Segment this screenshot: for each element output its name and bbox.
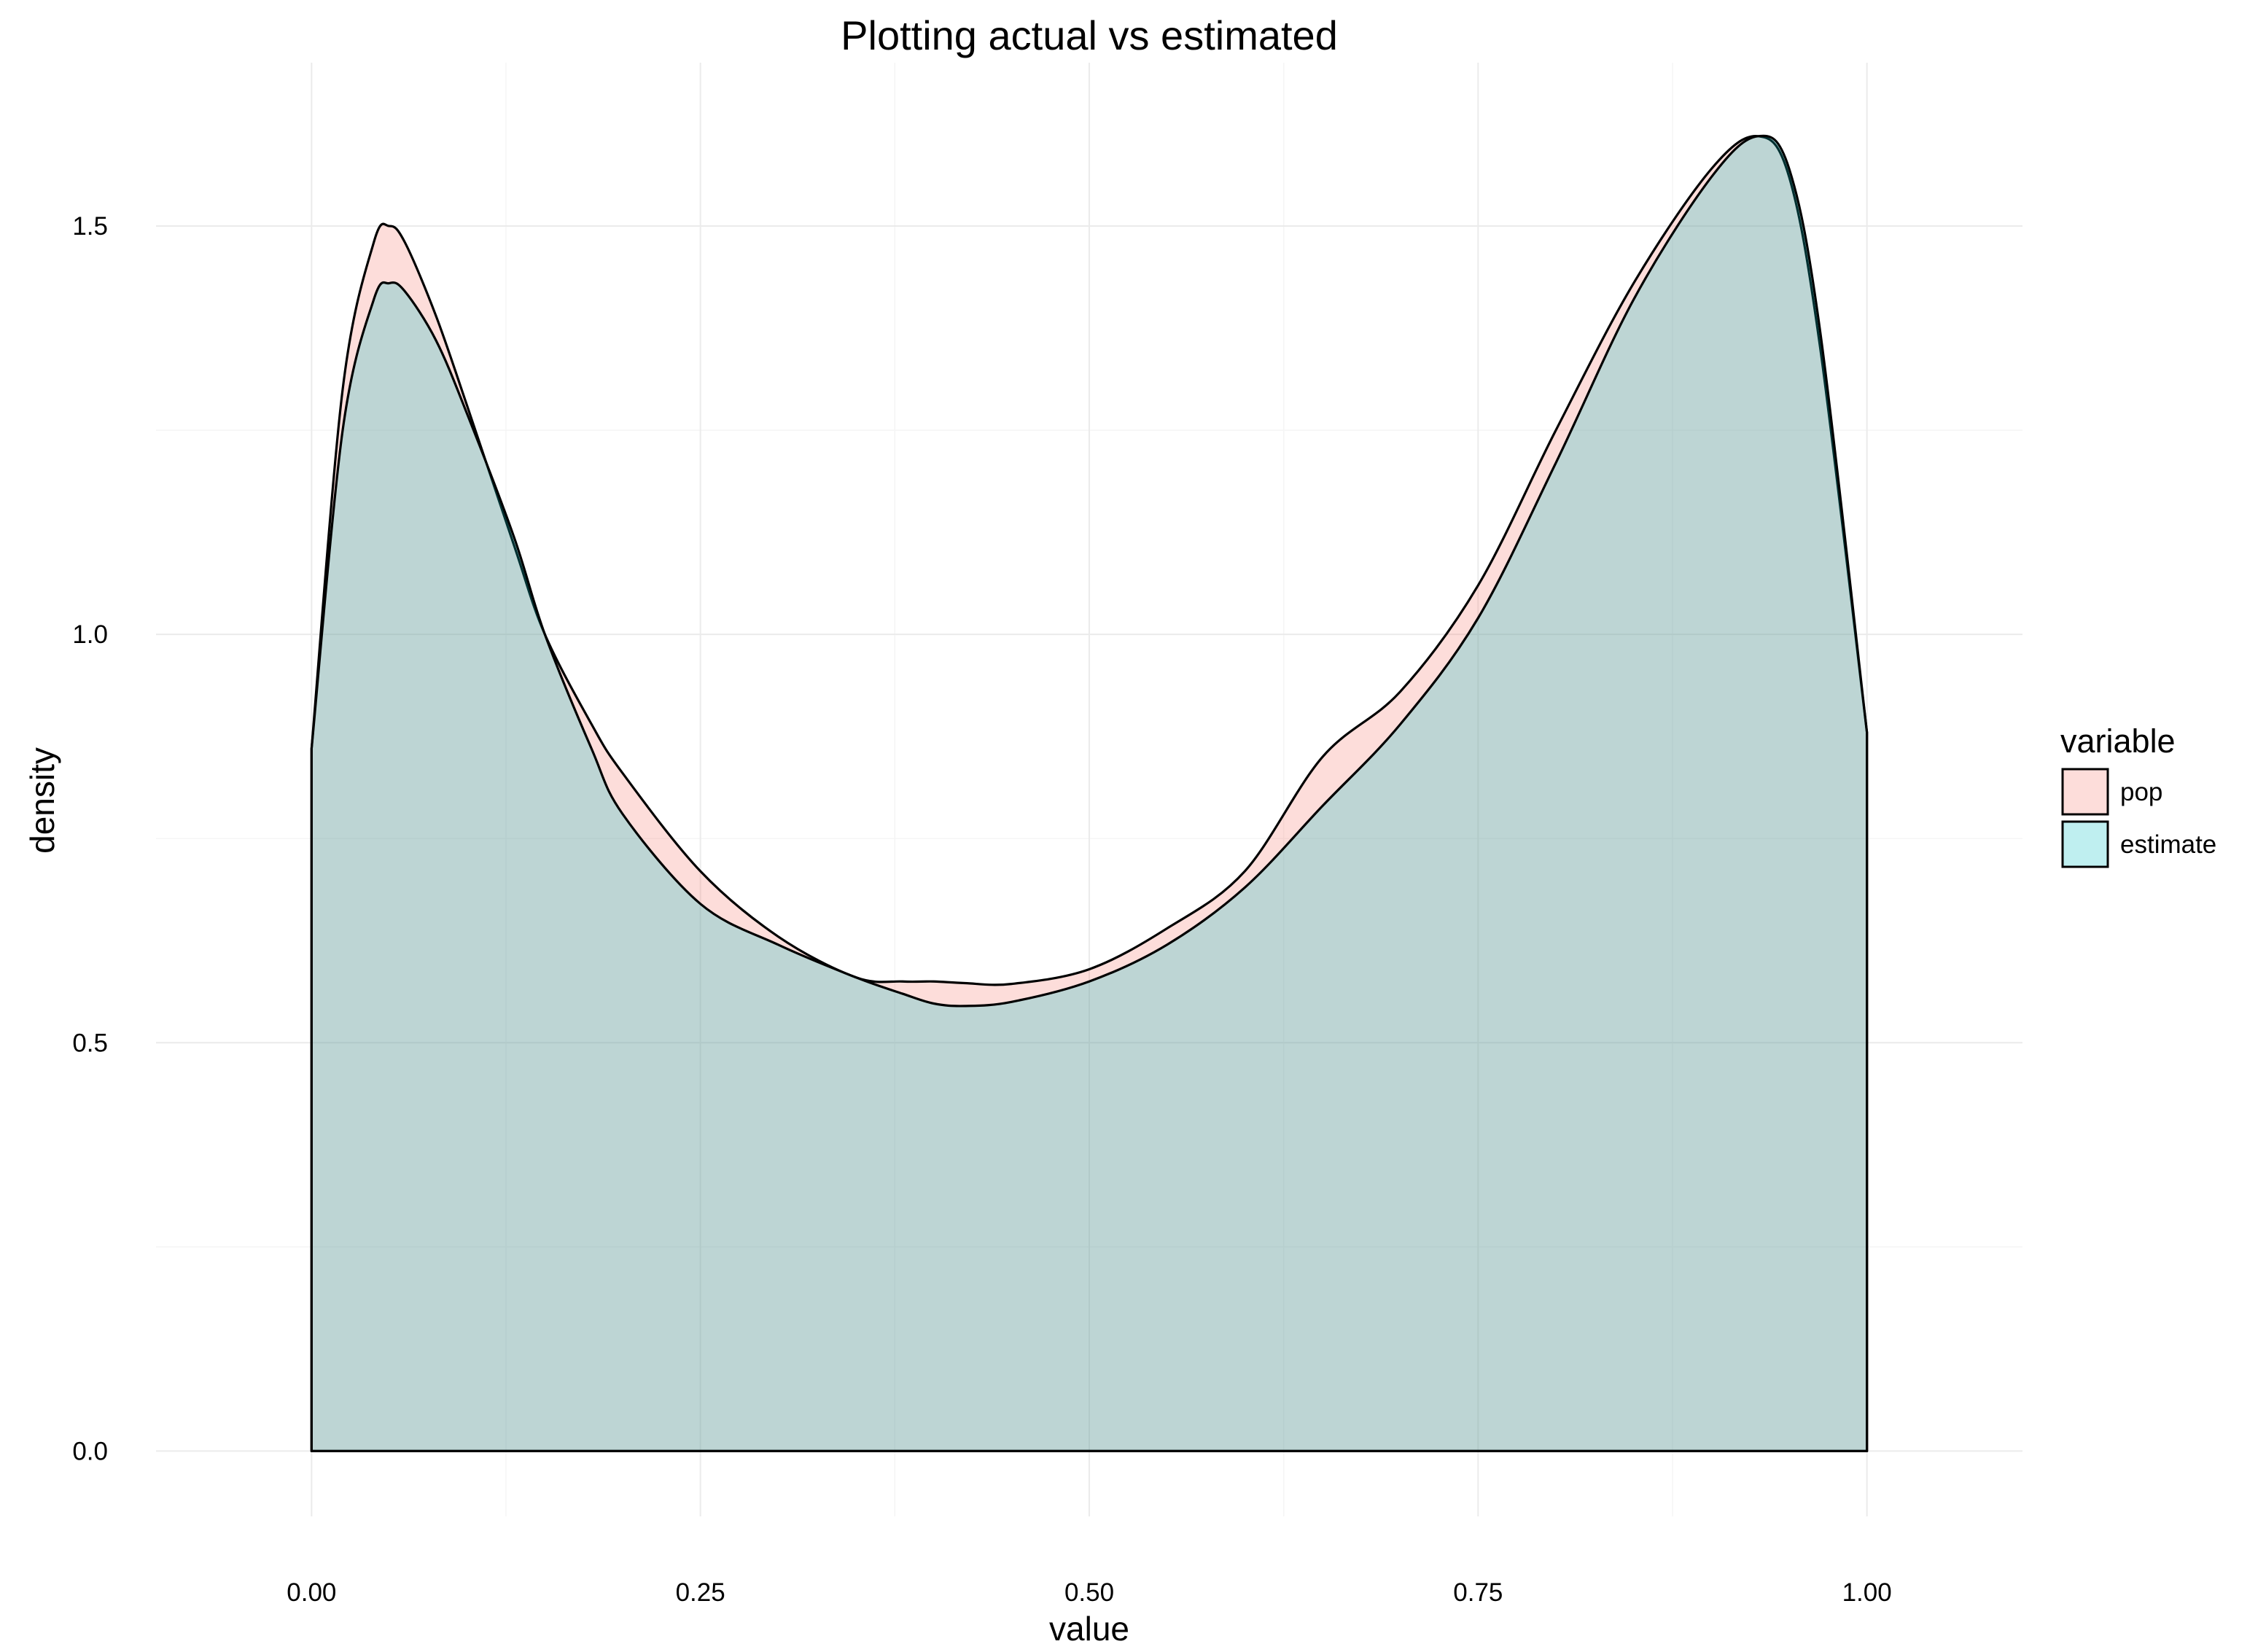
y-tick-label: 1.5 bbox=[72, 212, 108, 241]
legend-key-bg bbox=[2062, 821, 2109, 868]
legend-items: pop estimate bbox=[2061, 768, 2216, 868]
y-axis-title: density bbox=[23, 747, 61, 854]
chart-title: Plotting actual vs estimated bbox=[841, 12, 1338, 58]
legend-item-estimate: estimate bbox=[2061, 820, 2216, 868]
legend-key-bg bbox=[2062, 768, 2109, 815]
x-tick-label: 0.75 bbox=[1453, 1578, 1503, 1607]
x-axis-title: value bbox=[1049, 1610, 1129, 1648]
legend-key-swatch bbox=[2061, 768, 2109, 816]
x-tick-label: 0.25 bbox=[676, 1578, 725, 1607]
density-area-estimate bbox=[310, 134, 1869, 1452]
x-axis-ticks: 0.00 0.25 0.50 0.75 1.00 bbox=[287, 1578, 1891, 1607]
y-axis-ticks: 0.0 0.5 1.0 1.5 bbox=[72, 212, 108, 1465]
x-tick-label: 0.50 bbox=[1064, 1578, 1114, 1607]
legend-key-swatch bbox=[2061, 820, 2109, 868]
density-area-pop bbox=[310, 135, 1869, 1452]
y-tick-label: 1.0 bbox=[72, 620, 108, 649]
legend-label: estimate bbox=[2120, 830, 2216, 859]
legend: variable pop estimate bbox=[2060, 722, 2216, 868]
x-tick-label: 0.00 bbox=[287, 1578, 336, 1607]
legend-item-pop: pop bbox=[2061, 768, 2162, 816]
density-areas bbox=[310, 134, 1869, 1452]
y-tick-label: 0.0 bbox=[72, 1437, 108, 1465]
legend-label: pop bbox=[2120, 778, 2162, 806]
x-tick-label: 1.00 bbox=[1842, 1578, 1892, 1607]
legend-title: variable bbox=[2060, 722, 2176, 760]
y-tick-label: 0.5 bbox=[72, 1029, 108, 1057]
